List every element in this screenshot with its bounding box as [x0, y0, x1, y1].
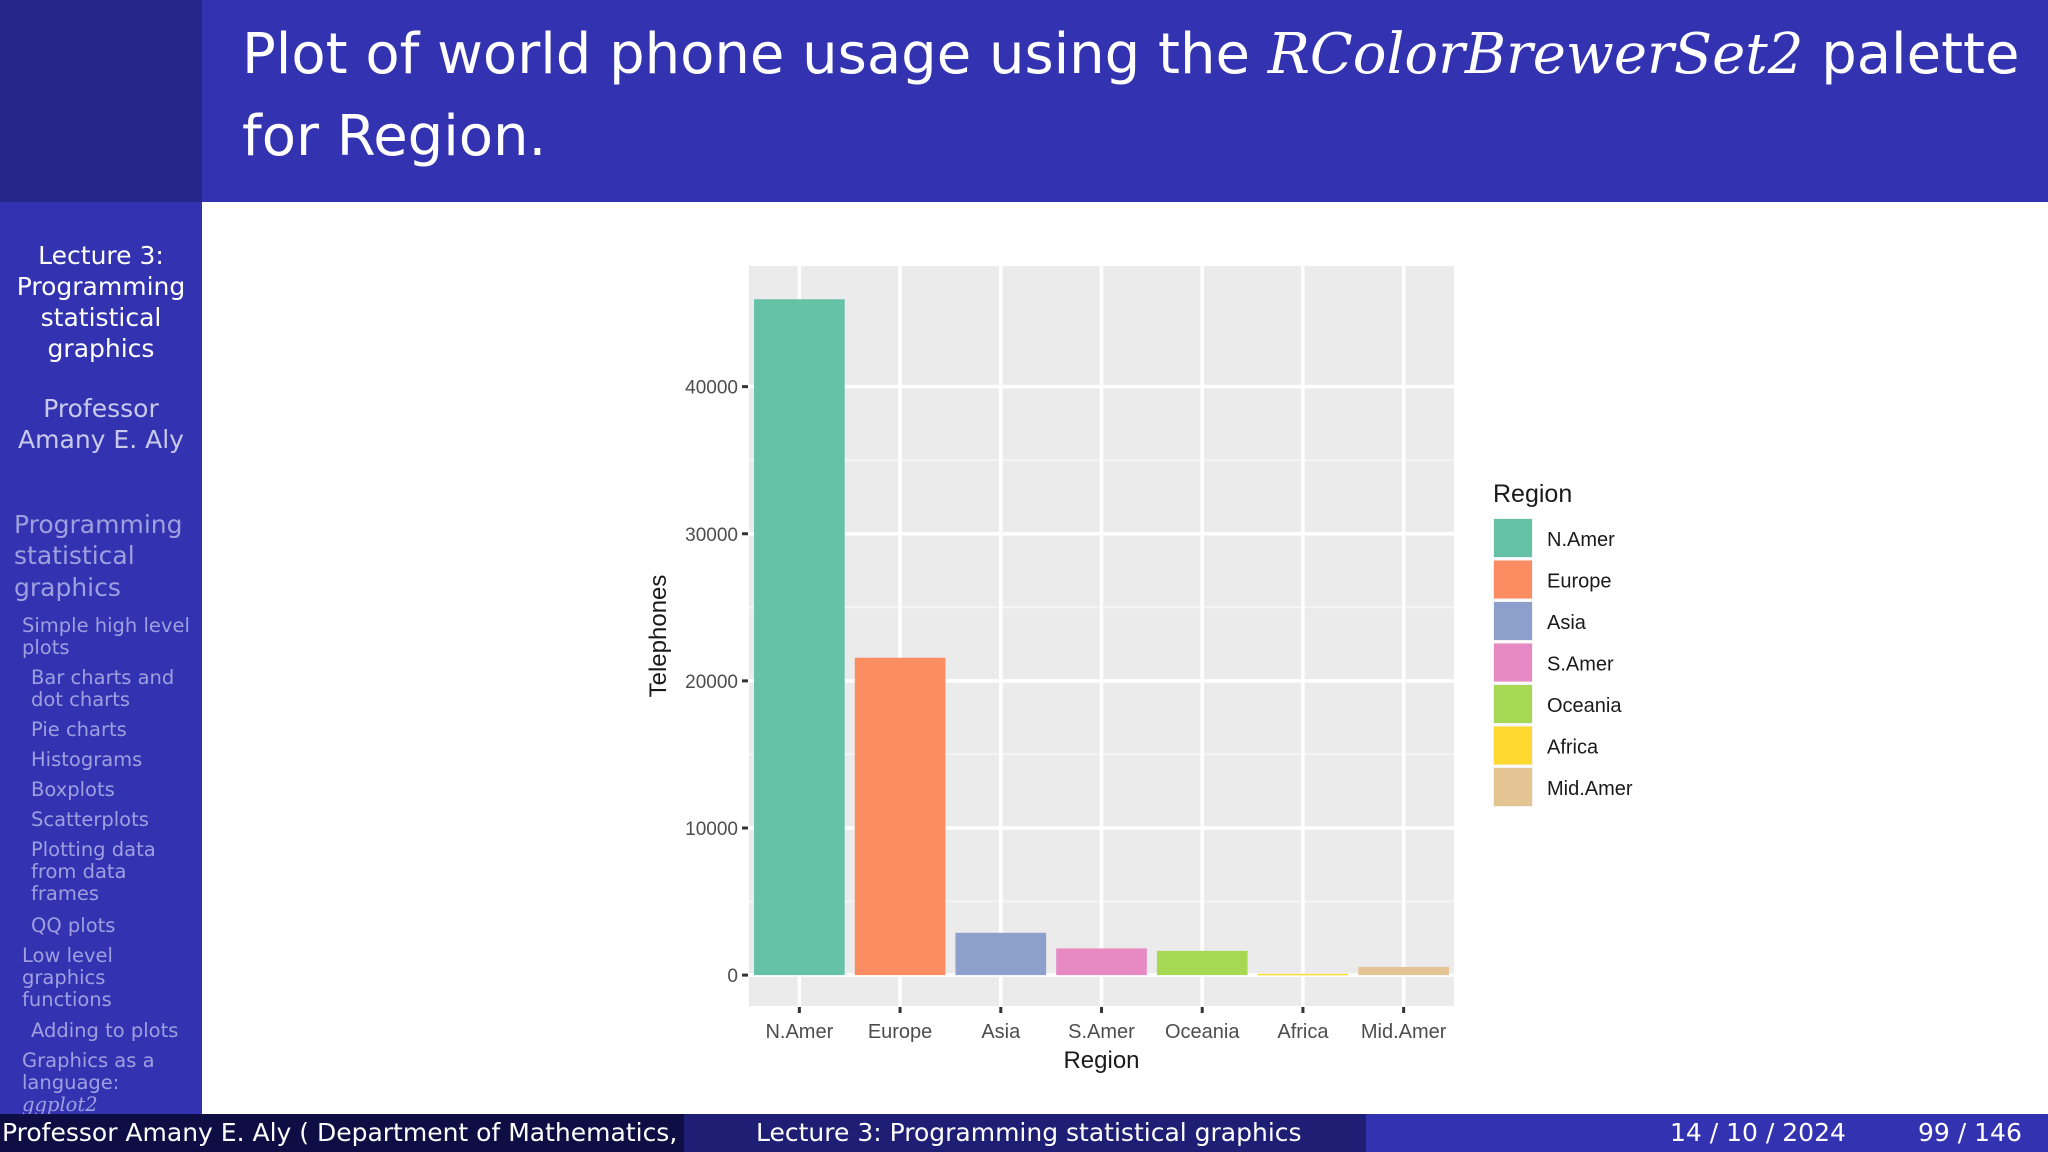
legend-key: [1494, 602, 1532, 640]
nav-line: Bar charts and: [31, 666, 175, 689]
nav-line: Low level: [22, 944, 113, 967]
legend-key: [1494, 519, 1532, 557]
title-math: RColorBrewerSet2: [1267, 22, 1804, 87]
nav-graphics-as-language[interactable]: Graphics as a language: ggplot2: [22, 1050, 200, 1114]
legend-label: N.Amer: [1547, 529, 1615, 551]
x-tick-label: Asia: [981, 1021, 1021, 1043]
sidebar-logo-area: [0, 0, 202, 202]
nav-scatterplots[interactable]: Scatterplots: [31, 809, 200, 831]
y-tick-label: 40000: [685, 378, 738, 399]
y-tick-label: 20000: [685, 672, 738, 693]
nav-line: Graphics as a: [22, 1050, 155, 1072]
nav-line: Simple high level: [22, 614, 190, 637]
legend-key: [1494, 560, 1532, 599]
legend-label: S.Amer: [1547, 654, 1614, 676]
sidebar-section-line[interactable]: graphics: [14, 573, 121, 602]
slide-header: Plot of world phone usage using the RCol…: [202, 0, 2048, 202]
sidebar-lecture-title-line[interactable]: Lecture 3:: [38, 241, 164, 270]
x-tick-label: S.Amer: [1068, 1021, 1135, 1043]
nav-boxplots[interactable]: Boxplots: [31, 779, 200, 801]
sidebar-author-line: Professor: [43, 394, 159, 423]
bar: [1056, 948, 1147, 976]
y-axis-title: Telephones: [645, 575, 672, 698]
legend-label: Oceania: [1547, 695, 1622, 717]
sidebar-section-line[interactable]: statistical: [14, 541, 135, 570]
x-tick-label: N.Amer: [765, 1021, 833, 1043]
legend-label: Mid.Amer: [1547, 778, 1633, 800]
nav-low-level-graphics[interactable]: Low level graphics functions: [22, 945, 200, 1011]
footer-title: Lecture 3: Programming statistical graph…: [684, 1114, 1366, 1152]
nav-adding-to-plots[interactable]: Adding to plots: [31, 1020, 200, 1042]
nav-line: functions: [22, 988, 112, 1011]
nav-line: Scatterplots: [31, 808, 149, 831]
nav-line: plots: [22, 636, 70, 659]
sidebar-lecture-title-line[interactable]: graphics: [47, 334, 155, 363]
x-axis-title: Region: [1063, 1047, 1139, 1074]
bar: [754, 299, 845, 976]
legend-title: Region: [1493, 480, 1572, 508]
x-tick-label: Europe: [868, 1021, 933, 1043]
legend-label: Europe: [1547, 571, 1612, 593]
nav-pie-charts[interactable]: Pie charts: [31, 719, 200, 741]
sidebar-lecture-title-line[interactable]: Programming: [16, 272, 186, 301]
bar: [1257, 973, 1349, 976]
bar: [1358, 966, 1449, 976]
title-text-pre: Plot of world phone usage using the: [242, 22, 1268, 87]
nav-bar-charts[interactable]: Bar charts and dot charts: [31, 667, 200, 711]
sidebar: Lecture 3: Programming statistical graph…: [0, 0, 202, 1114]
slide-title: Plot of world phone usage using the RCol…: [242, 14, 2032, 178]
bar-chart: 0 10000 20000 30000 40000 N.Amer Europe Asia S.A…: [600, 240, 1700, 1104]
footer-info: 14 / 10 / 2024 99 / 146: [1366, 1114, 2048, 1152]
nav-line: graphics: [22, 966, 106, 989]
nav-line: Pie charts: [31, 718, 127, 741]
nav-line: QQ plots: [31, 914, 116, 937]
footer-author: Professor Amany E. Aly ( Department of M…: [0, 1114, 684, 1152]
nav-line: from data: [31, 860, 127, 883]
y-tick-label: 30000: [685, 525, 738, 546]
nav-line: Boxplots: [31, 778, 115, 801]
footer-date: 14 / 10 / 2024: [1670, 1118, 1846, 1147]
x-tick-label: Africa: [1277, 1021, 1329, 1043]
nav-histograms[interactable]: Histograms: [31, 749, 200, 771]
bar: [1156, 950, 1248, 976]
y-tick-label: 10000: [685, 819, 738, 840]
sidebar-author-line: Amany E. Aly: [18, 425, 184, 454]
nav-simple-high-level-plots[interactable]: Simple high level plots: [22, 615, 200, 659]
bar: [854, 657, 946, 976]
nav-plotting-data-from-frames[interactable]: Plotting data from data frames: [31, 839, 200, 905]
legend-key: [1494, 768, 1532, 806]
nav-line: Plotting data: [31, 838, 156, 861]
footer-title-text: Lecture 3: Programming statistical graph…: [756, 1118, 1302, 1147]
footer: Professor Amany E. Aly ( Department of M…: [0, 1114, 2048, 1152]
legend-key: [1494, 643, 1532, 682]
legend-key: [1494, 726, 1532, 765]
nav-line: dot charts: [31, 688, 131, 711]
y-tick-label: 0: [727, 966, 738, 987]
title-text-post: palette for Region.: [242, 22, 2020, 169]
legend-key: [1494, 685, 1532, 723]
nav-line: language:: [22, 1071, 120, 1094]
sidebar-section-line[interactable]: Programming: [14, 510, 183, 539]
nav-line: frames: [31, 882, 99, 905]
nav-qq-plots[interactable]: QQ plots: [31, 915, 200, 937]
legend-label: Africa: [1547, 737, 1599, 759]
nav-line: Adding to plots: [31, 1019, 179, 1042]
nav-line: ggplot2: [22, 1093, 98, 1115]
x-tick-label: Mid.Amer: [1361, 1021, 1447, 1043]
chart-svg: 0 10000 20000 30000 40000 N.Amer Europe Asia S.A…: [645, 266, 1633, 1074]
legend-label: Asia: [1547, 612, 1587, 634]
bar: [955, 932, 1047, 976]
x-tick-label: Oceania: [1165, 1021, 1240, 1043]
footer-page-number: 99 / 146: [1918, 1118, 2022, 1147]
sidebar-lecture-title-line[interactable]: statistical: [40, 303, 162, 332]
nav-line: Histograms: [31, 748, 143, 771]
